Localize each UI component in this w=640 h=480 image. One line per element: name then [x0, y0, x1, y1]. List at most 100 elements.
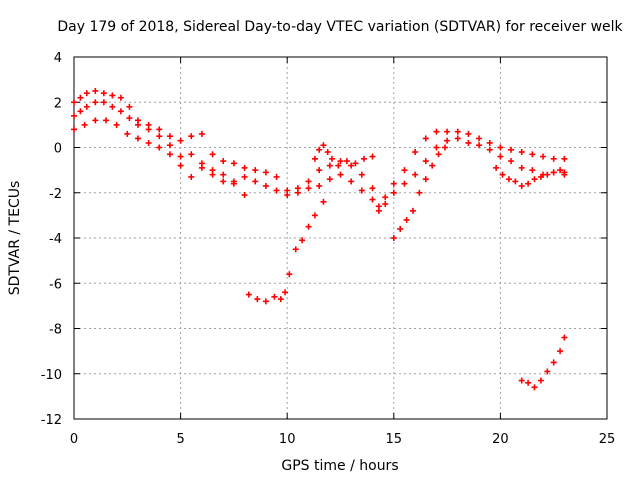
data-point	[117, 108, 124, 115]
data-point	[412, 149, 419, 156]
data-point	[198, 164, 205, 171]
data-point	[220, 178, 227, 185]
series-mid-segment	[245, 198, 327, 305]
data-point	[198, 130, 205, 137]
y-tick-label: 0	[54, 142, 62, 157]
data-point	[486, 139, 493, 146]
chart-title: Day 179 of 2018, Sidereal Day-to-day VTE…	[57, 19, 623, 35]
data-point	[292, 246, 299, 253]
data-points	[71, 87, 568, 391]
data-point	[126, 115, 133, 122]
data-point	[156, 133, 163, 140]
data-point	[508, 146, 515, 153]
data-point	[401, 167, 408, 174]
data-point	[230, 160, 237, 167]
data-point	[305, 185, 312, 192]
data-point	[316, 146, 323, 153]
data-point	[441, 144, 448, 151]
data-point	[113, 121, 120, 128]
data-point	[518, 164, 525, 171]
x-tick-label: 10	[279, 432, 296, 447]
series-late-band	[493, 164, 568, 189]
x-tick-label: 5	[176, 432, 184, 447]
data-point	[531, 176, 538, 183]
y-tick-label: 4	[54, 51, 62, 66]
data-point	[166, 151, 173, 158]
data-point	[188, 151, 195, 158]
data-point	[273, 187, 280, 194]
data-point	[220, 158, 227, 165]
data-point	[188, 173, 195, 180]
data-point	[254, 296, 261, 303]
data-point	[537, 173, 544, 180]
data-point	[358, 171, 365, 178]
data-point	[422, 135, 429, 142]
data-point	[328, 155, 335, 162]
data-point	[241, 192, 248, 199]
data-point	[335, 162, 342, 169]
data-point	[465, 139, 472, 146]
data-point	[134, 135, 141, 142]
data-point	[382, 194, 389, 201]
data-point	[337, 171, 344, 178]
y-tick-label: -12	[41, 413, 62, 428]
data-point	[352, 160, 359, 167]
data-point	[299, 237, 306, 244]
data-point	[497, 153, 504, 160]
y-tick-label: -4	[49, 232, 62, 247]
series-rise-segment	[390, 144, 448, 241]
data-point	[382, 201, 389, 208]
y-tick-label: -8	[49, 323, 62, 338]
data-point	[403, 216, 410, 223]
data-point	[83, 90, 90, 97]
data-point	[360, 155, 367, 162]
data-point	[337, 158, 344, 165]
data-point	[241, 164, 248, 171]
data-point	[316, 182, 323, 189]
data-point	[390, 180, 397, 187]
data-point	[544, 368, 551, 375]
data-point	[262, 169, 269, 176]
y-tick-label: 2	[54, 96, 62, 111]
series-lower-band	[71, 117, 248, 199]
y-tick-label: -10	[41, 368, 62, 383]
data-point	[375, 207, 382, 214]
data-point	[476, 142, 483, 149]
data-point	[92, 99, 99, 106]
y-axis-label: SDTVAR / TECUs	[7, 181, 23, 296]
data-point	[550, 155, 557, 162]
data-point	[241, 173, 248, 180]
data-point	[390, 189, 397, 196]
data-point	[326, 162, 333, 169]
data-point	[557, 348, 564, 355]
data-point	[124, 130, 131, 137]
data-point	[540, 153, 547, 160]
data-point	[550, 359, 557, 366]
data-point	[326, 176, 333, 183]
data-point	[343, 158, 350, 165]
data-point	[284, 192, 291, 199]
data-point	[537, 377, 544, 384]
data-point	[230, 178, 237, 185]
data-point	[557, 167, 564, 174]
data-point	[369, 196, 376, 203]
data-point	[550, 169, 557, 176]
data-point	[505, 176, 512, 183]
data-point	[166, 133, 173, 140]
data-point	[282, 289, 289, 296]
data-point	[100, 99, 107, 106]
data-point	[273, 173, 280, 180]
data-point	[100, 90, 107, 97]
data-point	[117, 94, 124, 101]
data-point	[416, 189, 423, 196]
data-point	[177, 153, 184, 160]
grid	[74, 57, 607, 419]
data-point	[209, 151, 216, 158]
x-axis-label: GPS time / hours	[281, 458, 398, 474]
data-point	[561, 155, 568, 162]
data-point	[561, 334, 568, 341]
data-point	[358, 187, 365, 194]
data-point	[486, 146, 493, 153]
x-tick-label: 15	[386, 432, 403, 447]
data-point	[435, 151, 442, 158]
